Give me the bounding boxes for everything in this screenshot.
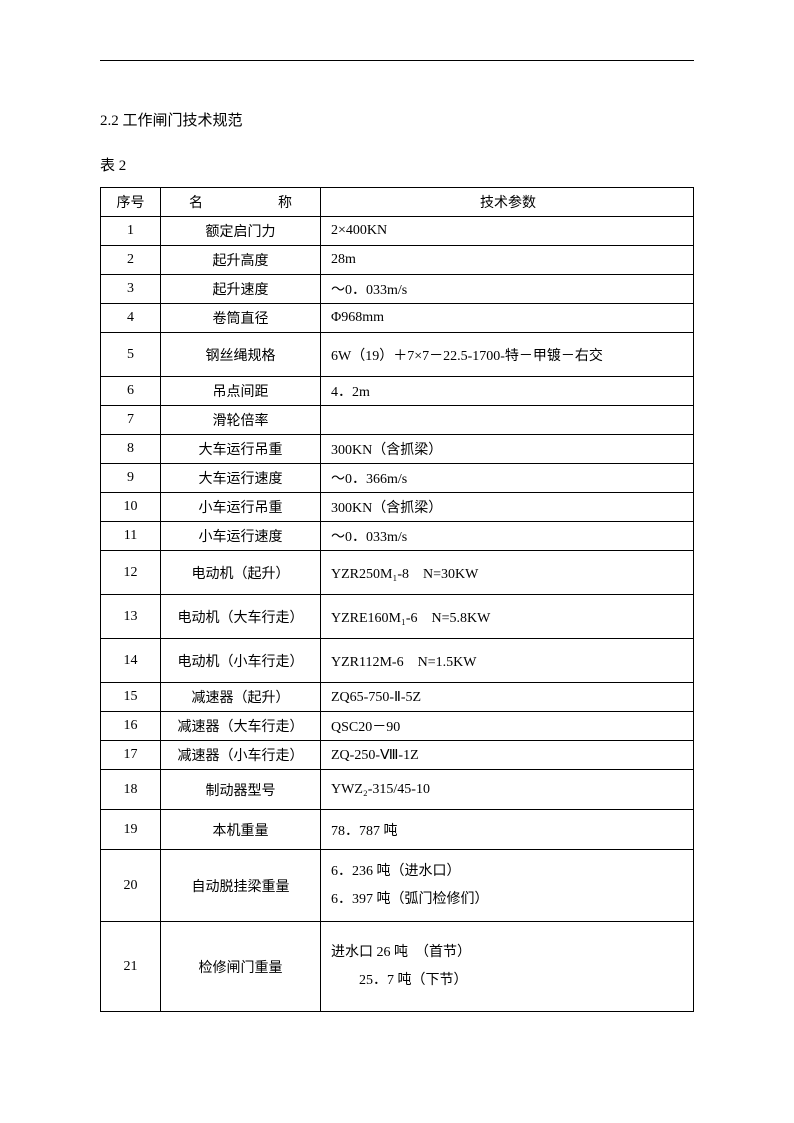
- header-name-right: 称: [278, 192, 292, 212]
- cell-param: QSC20－90: [321, 712, 694, 741]
- cell-seq: 11: [101, 522, 161, 551]
- cell-seq: 9: [101, 464, 161, 493]
- cell-seq: 15: [101, 683, 161, 712]
- header-name: 名 称: [161, 188, 321, 217]
- cell-seq: 6: [101, 377, 161, 406]
- cell-param: Φ968mm: [321, 304, 694, 333]
- table-row: 9 大车运行速度 ～0．366m/s: [101, 464, 694, 493]
- table-row: 8 大车运行吊重 300KN（含抓梁）: [101, 435, 694, 464]
- header-param: 技术参数: [321, 188, 694, 217]
- cell-param: YZRE160M₁-6 N=5.8KW: [321, 595, 694, 639]
- table-row: 11 小车运行速度 ～0．033m/s: [101, 522, 694, 551]
- table-row: 7 滑轮倍率: [101, 406, 694, 435]
- cell-seq: 12: [101, 551, 161, 595]
- cell-seq: 7: [101, 406, 161, 435]
- cell-param: ZQ65-750-Ⅱ-5Z: [321, 683, 694, 712]
- cell-name: 减速器（小车行走）: [161, 741, 321, 770]
- top-divider: [100, 60, 694, 61]
- table-row: 4 卷筒直径 Φ968mm: [101, 304, 694, 333]
- header-name-left: 名: [189, 192, 203, 212]
- param-line: 6．397 吨（弧门检修们）: [331, 886, 685, 914]
- cell-name: 本机重量: [161, 810, 321, 850]
- cell-name: 起升速度: [161, 275, 321, 304]
- cell-param: 4．2m: [321, 377, 694, 406]
- cell-seq: 16: [101, 712, 161, 741]
- cell-name: 起升高度: [161, 246, 321, 275]
- cell-name: 小车运行速度: [161, 522, 321, 551]
- cell-name: 大车运行吊重: [161, 435, 321, 464]
- table-row: 6 吊点间距 4．2m: [101, 377, 694, 406]
- cell-name: 自动脱挂梁重量: [161, 850, 321, 922]
- cell-name: 大车运行速度: [161, 464, 321, 493]
- table-row: 5 钢丝绳规格 6W（19）＋7×7－22.5-1700-特－甲镀－右交: [101, 333, 694, 377]
- cell-seq: 13: [101, 595, 161, 639]
- cell-param: 2×400KN: [321, 217, 694, 246]
- cell-name: 钢丝绳规格: [161, 333, 321, 377]
- cell-seq: 14: [101, 639, 161, 683]
- spec-table: 序号 名 称 技术参数 1 额定启门力 2×400KN 2 起升高度 28m 3…: [100, 187, 694, 1012]
- param-line: 进水口 26 吨 （首节）: [331, 939, 685, 967]
- cell-seq: 10: [101, 493, 161, 522]
- table-row: 16 减速器（大车行走） QSC20－90: [101, 712, 694, 741]
- cell-seq: 8: [101, 435, 161, 464]
- table-row: 20 自动脱挂梁重量 6．236 吨（进水口） 6．397 吨（弧门检修们）: [101, 850, 694, 922]
- table-row: 3 起升速度 ～0．033m/s: [101, 275, 694, 304]
- table-row: 19 本机重量 78．787 吨: [101, 810, 694, 850]
- cell-param: 300KN（含抓梁）: [321, 493, 694, 522]
- cell-name: 电动机（小车行走）: [161, 639, 321, 683]
- cell-param: YZR250M₁-8 N=30KW: [321, 551, 694, 595]
- cell-seq: 5: [101, 333, 161, 377]
- table-row: 1 额定启门力 2×400KN: [101, 217, 694, 246]
- cell-param: 6．236 吨（进水口） 6．397 吨（弧门检修们）: [321, 850, 694, 922]
- table-header-row: 序号 名 称 技术参数: [101, 188, 694, 217]
- cell-name: 卷筒直径: [161, 304, 321, 333]
- cell-name: 额定启门力: [161, 217, 321, 246]
- cell-param: YWZ₂-315/45-10: [321, 770, 694, 810]
- cell-seq: 17: [101, 741, 161, 770]
- cell-seq: 18: [101, 770, 161, 810]
- cell-name: 减速器（起升）: [161, 683, 321, 712]
- cell-name: 减速器（大车行走）: [161, 712, 321, 741]
- header-seq: 序号: [101, 188, 161, 217]
- cell-name: 电动机（起升）: [161, 551, 321, 595]
- cell-param: [321, 406, 694, 435]
- cell-param: 78．787 吨: [321, 810, 694, 850]
- cell-param: 6W（19）＋7×7－22.5-1700-特－甲镀－右交: [321, 333, 694, 377]
- table-row: 17 减速器（小车行走） ZQ-250-Ⅷ-1Z: [101, 741, 694, 770]
- cell-name: 制动器型号: [161, 770, 321, 810]
- param-line: 6．236 吨（进水口）: [331, 858, 685, 886]
- section-title: 2.2 工作闸门技术规范: [100, 109, 694, 130]
- table-row: 14 电动机（小车行走） YZR112M-6 N=1.5KW: [101, 639, 694, 683]
- cell-seq: 3: [101, 275, 161, 304]
- cell-param: ～0．366m/s: [321, 464, 694, 493]
- cell-name: 小车运行吊重: [161, 493, 321, 522]
- cell-name: 电动机（大车行走）: [161, 595, 321, 639]
- cell-seq: 21: [101, 922, 161, 1012]
- cell-param: 进水口 26 吨 （首节） 25．7 吨（下节）: [321, 922, 694, 1012]
- table-row: 12 电动机（起升） YZR250M₁-8 N=30KW: [101, 551, 694, 595]
- cell-name: 检修闸门重量: [161, 922, 321, 1012]
- cell-seq: 2: [101, 246, 161, 275]
- cell-seq: 4: [101, 304, 161, 333]
- table-row: 10 小车运行吊重 300KN（含抓梁）: [101, 493, 694, 522]
- table-row: 2 起升高度 28m: [101, 246, 694, 275]
- cell-name: 滑轮倍率: [161, 406, 321, 435]
- table-label: 表 2: [100, 154, 694, 175]
- cell-seq: 19: [101, 810, 161, 850]
- cell-param: ZQ-250-Ⅷ-1Z: [321, 741, 694, 770]
- cell-name: 吊点间距: [161, 377, 321, 406]
- table-row: 15 减速器（起升） ZQ65-750-Ⅱ-5Z: [101, 683, 694, 712]
- cell-param: 300KN（含抓梁）: [321, 435, 694, 464]
- table-row: 18 制动器型号 YWZ₂-315/45-10: [101, 770, 694, 810]
- table-row: 13 电动机（大车行走） YZRE160M₁-6 N=5.8KW: [101, 595, 694, 639]
- cell-seq: 1: [101, 217, 161, 246]
- cell-seq: 20: [101, 850, 161, 922]
- table-row: 21 检修闸门重量 进水口 26 吨 （首节） 25．7 吨（下节）: [101, 922, 694, 1012]
- cell-param: ～0．033m/s: [321, 522, 694, 551]
- cell-param: ～0．033m/s: [321, 275, 694, 304]
- cell-param: 28m: [321, 246, 694, 275]
- param-line: 25．7 吨（下节）: [331, 967, 685, 995]
- cell-param: YZR112M-6 N=1.5KW: [321, 639, 694, 683]
